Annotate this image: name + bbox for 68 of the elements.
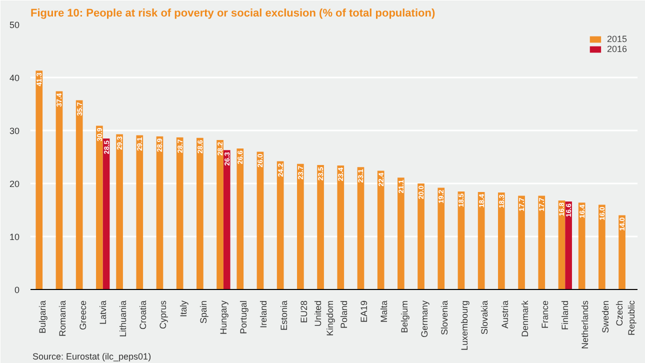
bar <box>297 164 304 290</box>
bar <box>76 100 83 290</box>
x-tick-label: Austria <box>500 300 510 329</box>
x-tick-label: Portugal <box>238 300 249 334</box>
bar <box>196 138 204 290</box>
bar <box>565 202 572 290</box>
bar <box>136 135 144 290</box>
x-tick-label: Estonia <box>278 300 289 331</box>
x-tick-label: United Kingdom <box>312 300 335 336</box>
bar <box>102 138 110 290</box>
x-tick-label: Czech Republic <box>614 300 636 336</box>
x-tick-label: Cyprus <box>158 300 168 330</box>
bar <box>216 140 224 290</box>
x-tick-label: France <box>540 300 550 329</box>
x-tick-label: Sweden <box>600 300 610 334</box>
bar <box>223 150 230 290</box>
bar <box>357 167 364 290</box>
bar <box>256 152 264 290</box>
x-tick-label: Lithuania <box>118 300 128 338</box>
y-tick-label: 40 <box>9 73 20 83</box>
x-tick-label: Ireland <box>258 300 269 328</box>
bar <box>498 192 505 290</box>
bar <box>36 70 43 290</box>
bar <box>156 136 164 290</box>
x-tick-label: Slovakia <box>480 300 490 335</box>
x-tick-label: Hungary <box>218 300 228 335</box>
bar <box>618 215 626 290</box>
bar <box>418 184 424 290</box>
y-tick-label: 10 <box>9 232 20 242</box>
x-tick-label: Netherlands <box>580 300 590 350</box>
x-tick-label: Denmark <box>520 300 530 338</box>
x-tick-label: Malta <box>379 300 390 323</box>
bar <box>116 134 123 290</box>
x-tick-label: Romania <box>58 300 68 337</box>
x-tick-label: EU28 <box>298 300 309 324</box>
bar <box>518 196 525 290</box>
legend-label: 2015 <box>606 34 627 44</box>
x-tick-label: Latvia <box>98 300 108 325</box>
x-tick-label: Poland <box>339 300 350 329</box>
x-tick-label: Belgium <box>399 300 410 334</box>
y-tick-label: 0 <box>14 285 20 295</box>
bar <box>598 204 606 290</box>
x-tick-label: Croatia <box>138 300 148 330</box>
x-tick-label: Spain <box>198 300 208 324</box>
bar <box>176 137 184 290</box>
legend-label: 2016 <box>606 44 627 54</box>
y-tick-label: 50 <box>9 20 20 30</box>
bar <box>538 196 546 290</box>
bar <box>337 165 344 290</box>
bar <box>96 126 103 290</box>
x-tick-label: Luxembourg <box>460 300 470 351</box>
bar <box>236 148 244 290</box>
x-tick-label: Bulgaria <box>38 300 48 334</box>
x-tick-label: Slovenia <box>440 300 450 336</box>
chart-title: Figure 10: People at risk of poverty or social exclusion (% of total population) <box>30 8 436 20</box>
bar <box>56 91 63 290</box>
bar <box>398 178 404 290</box>
x-tick-label: Greece <box>78 300 88 330</box>
y-tick-label: 20 <box>9 179 20 189</box>
bar <box>276 161 284 290</box>
x-tick-label: Finland <box>560 300 570 330</box>
source-note: Source: Eurostat (ilc_peps01) <box>32 352 152 362</box>
y-tick-label: 30 <box>9 126 20 136</box>
x-tick-label: Germany <box>419 300 430 338</box>
x-tick-label: EA19 <box>359 300 370 323</box>
bar <box>438 188 445 290</box>
x-tick-label: Italy <box>178 300 188 318</box>
bar <box>317 164 324 290</box>
